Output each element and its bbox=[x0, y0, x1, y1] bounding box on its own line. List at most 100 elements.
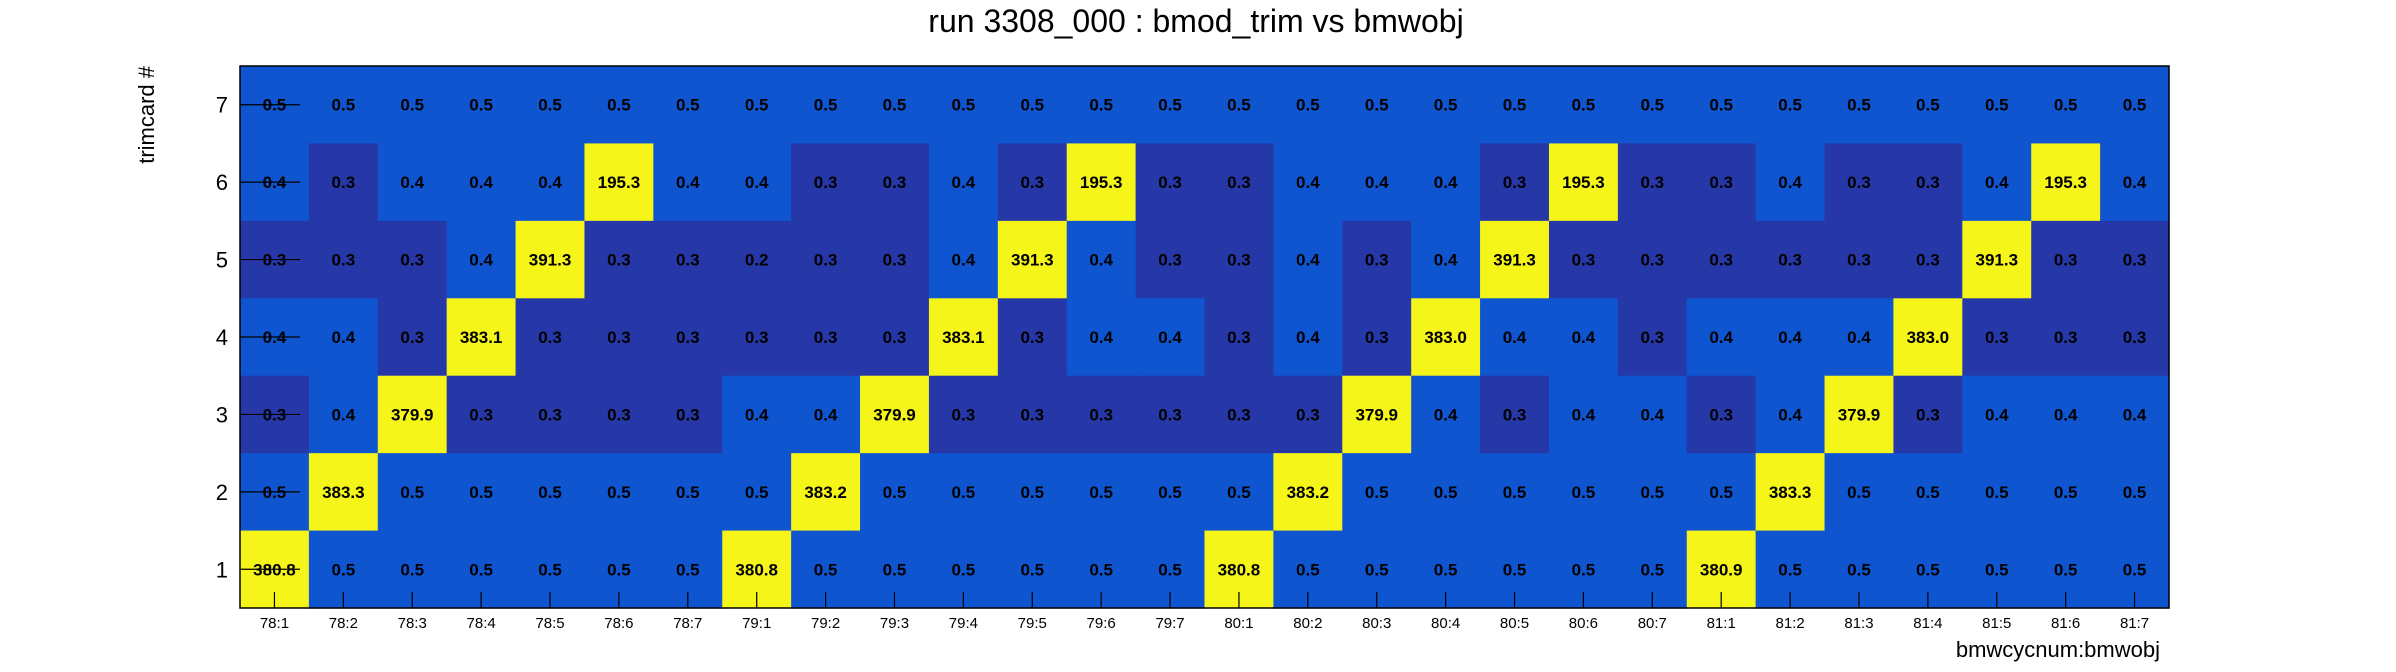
heatmap-cell bbox=[584, 66, 654, 145]
cell-value-label: 0.3 bbox=[1503, 173, 1527, 192]
cell-value-label: 0.5 bbox=[1020, 560, 1044, 579]
cell-value-label: 0.3 bbox=[538, 328, 562, 347]
cell-value-label: 0.4 bbox=[952, 173, 976, 192]
heatmap-cell bbox=[653, 453, 723, 532]
heatmap-cell bbox=[446, 143, 517, 222]
cell-value-label: 0.3 bbox=[332, 173, 356, 192]
cell-value-label: 383.1 bbox=[460, 328, 503, 347]
heatmap-cell bbox=[1755, 298, 1826, 377]
cell-value-label: 0.4 bbox=[1365, 173, 1389, 192]
heatmap-cell bbox=[1755, 453, 1826, 532]
cell-value-label: 0.5 bbox=[1365, 483, 1389, 502]
heatmap-cell bbox=[446, 375, 517, 454]
x-tick-label: 78:4 bbox=[467, 615, 496, 632]
cell-value-label: 0.3 bbox=[1020, 328, 1044, 347]
heatmap-cell bbox=[860, 143, 930, 222]
heatmap-cell bbox=[1066, 220, 1137, 299]
heatmap-cell bbox=[1824, 453, 1895, 532]
cell-value-label: 0.5 bbox=[332, 560, 356, 579]
heatmap-cell bbox=[1548, 66, 1619, 145]
cell-value-label: 0.5 bbox=[676, 483, 700, 502]
cell-value-label: 0.3 bbox=[400, 251, 424, 270]
heatmap-cell bbox=[308, 143, 379, 222]
y-tick-label: 7 bbox=[216, 93, 228, 118]
cell-value-label: 0.5 bbox=[2123, 560, 2147, 579]
heatmap-cell bbox=[1480, 143, 1550, 222]
heatmap-cell bbox=[1066, 375, 1137, 454]
cell-value-label: 380.8 bbox=[735, 560, 778, 579]
heatmap-cell bbox=[2031, 143, 2101, 222]
heatmap-cell bbox=[308, 375, 379, 454]
heatmap-cell bbox=[515, 375, 586, 454]
cell-value-label: 0.5 bbox=[1709, 483, 1733, 502]
heatmap-cell bbox=[1273, 375, 1343, 454]
heatmap-cell bbox=[1617, 220, 1688, 299]
heatmap-cell bbox=[2031, 66, 2101, 145]
heatmap-cell bbox=[997, 298, 1068, 377]
heatmap-cell bbox=[1893, 220, 1963, 299]
cell-value-label: 0.4 bbox=[745, 173, 769, 192]
heatmap-cell bbox=[928, 453, 999, 532]
x-tick-label: 81:6 bbox=[2051, 615, 2080, 632]
x-tick-label: 79:5 bbox=[1018, 615, 1047, 632]
y-tick-label: 1 bbox=[216, 557, 228, 582]
x-tick-label: 78:2 bbox=[329, 615, 358, 632]
cell-value-label: 0.3 bbox=[2123, 328, 2147, 347]
cell-value-label: 0.3 bbox=[1640, 173, 1664, 192]
cell-value-label: 0.5 bbox=[745, 96, 769, 115]
cell-value-label: 379.9 bbox=[1838, 405, 1881, 424]
heatmap-cell bbox=[1204, 298, 1274, 377]
cell-value-label: 0.3 bbox=[1158, 405, 1182, 424]
heatmap-cell bbox=[1617, 453, 1688, 532]
heatmap-cell bbox=[515, 220, 586, 299]
x-axis-ticks: 78:1 78:2 78:3 78:4 78:5 78:6 78:7 79:1 79:2 79:3… bbox=[260, 592, 2149, 632]
cell-value-label: 0.5 bbox=[1089, 96, 1113, 115]
heatmap-cell bbox=[515, 298, 586, 377]
x-tick-label: 81:5 bbox=[1982, 615, 2011, 632]
heatmap-cell bbox=[1204, 66, 1274, 145]
cell-value-label: 0.5 bbox=[1227, 483, 1251, 502]
x-tick-label: 80:4 bbox=[1431, 615, 1460, 632]
heatmap-cell bbox=[1342, 220, 1412, 299]
y-tick-label: 3 bbox=[216, 402, 228, 427]
heatmap-cell bbox=[1411, 298, 1481, 377]
cell-value-label: 0.5 bbox=[952, 96, 976, 115]
x-tick-label: 81:2 bbox=[1775, 615, 1804, 632]
heatmap-cell bbox=[1548, 298, 1619, 377]
cell-value-label: 0.4 bbox=[1572, 328, 1596, 347]
cell-value-label: 0.3 bbox=[1709, 251, 1733, 270]
cell-value-label: 0.5 bbox=[676, 560, 700, 579]
cell-value-label: 0.4 bbox=[2054, 405, 2078, 424]
y-tick-label: 6 bbox=[216, 170, 228, 195]
heatmap-cell bbox=[997, 66, 1068, 145]
cell-value-label: 0.4 bbox=[745, 405, 769, 424]
cell-value-label: 0.5 bbox=[2054, 96, 2078, 115]
cell-value-label: 0.3 bbox=[2123, 251, 2147, 270]
heatmap-cell bbox=[377, 143, 448, 222]
x-tick-label: 81:7 bbox=[2120, 615, 2149, 632]
cell-value-label: 0.5 bbox=[607, 560, 631, 579]
cell-value-label: 0.5 bbox=[1572, 96, 1596, 115]
heatmap-cell bbox=[1962, 298, 2032, 377]
heatmap-cell bbox=[1962, 375, 2032, 454]
heatmap-cell bbox=[1411, 66, 1481, 145]
heatmap-cell bbox=[1617, 375, 1688, 454]
heatmap-cell bbox=[1686, 66, 1757, 145]
heatmap-cell bbox=[1548, 375, 1619, 454]
cell-value-label: 0.3 bbox=[1020, 405, 1044, 424]
heatmap-cell bbox=[1548, 220, 1619, 299]
cell-value-label: 383.1 bbox=[942, 328, 985, 347]
cell-value-label: 0.2 bbox=[745, 251, 769, 270]
heatmap-cell bbox=[1617, 298, 1688, 377]
cell-value-label: 0.3 bbox=[1847, 251, 1871, 270]
cell-value-label: 0.4 bbox=[1709, 328, 1733, 347]
cell-value-label: 0.4 bbox=[1434, 251, 1458, 270]
heatmap-cell bbox=[653, 220, 723, 299]
cell-value-label: 195.3 bbox=[2044, 173, 2087, 192]
cell-value-label: 0.3 bbox=[332, 251, 356, 270]
cell-value-label: 0.3 bbox=[1227, 173, 1251, 192]
heatmap-cell bbox=[1962, 143, 2032, 222]
cell-value-label: 0.4 bbox=[400, 173, 424, 192]
cell-value-label: 0.5 bbox=[1847, 483, 1871, 502]
cell-value-label: 0.3 bbox=[607, 328, 631, 347]
